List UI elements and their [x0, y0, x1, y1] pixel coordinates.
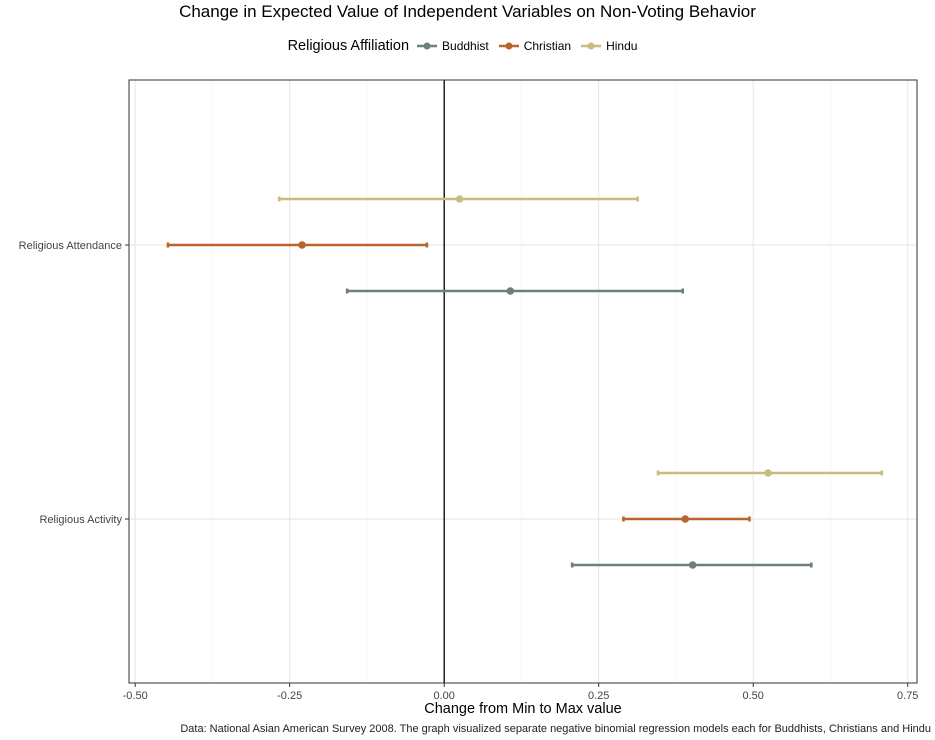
legend-key-christian [498, 42, 519, 50]
point-buddhist [506, 287, 515, 295]
legend-item-buddhist: Buddhist [417, 39, 489, 53]
x-tick-label: 0.75 [897, 690, 918, 702]
x-tick-label: -0.25 [277, 690, 302, 702]
x-tick-label: -0.50 [123, 690, 148, 702]
plot-panel [129, 80, 917, 683]
legend-key-buddhist [417, 42, 438, 50]
point-buddhist [688, 561, 697, 569]
chart-title: Change in Expected Value of Independent … [179, 2, 756, 21]
legend-title: Religious Affiliation [287, 38, 410, 54]
point-christian [681, 515, 690, 523]
point-hindu [764, 469, 772, 477]
point-christian [298, 241, 306, 249]
legend-key-hindu [581, 42, 602, 50]
legend-label-buddhist: Buddhist [442, 39, 489, 53]
legend: Religious Affiliation Buddhist Christian… [0, 38, 935, 54]
caption: Data: National Asian American Survey 200… [180, 723, 931, 735]
point-hindu [455, 195, 464, 203]
legend-label-christian: Christian [523, 39, 572, 53]
legend-item-hindu: Hindu [581, 39, 637, 53]
x-tick-label: 0.00 [433, 690, 454, 702]
x-tick-label: 0.50 [743, 690, 764, 702]
y-tick-label: Religious Activity [39, 514, 122, 526]
x-axis-title: Change from Min to Max value [424, 701, 622, 717]
plot-border [128, 79, 918, 684]
x-tick-label: 0.25 [588, 690, 609, 702]
y-tick-label: Religious Attendance [19, 240, 122, 252]
legend-label-hindu: Hindu [606, 39, 638, 53]
legend-item-christian: Christian [498, 39, 572, 53]
